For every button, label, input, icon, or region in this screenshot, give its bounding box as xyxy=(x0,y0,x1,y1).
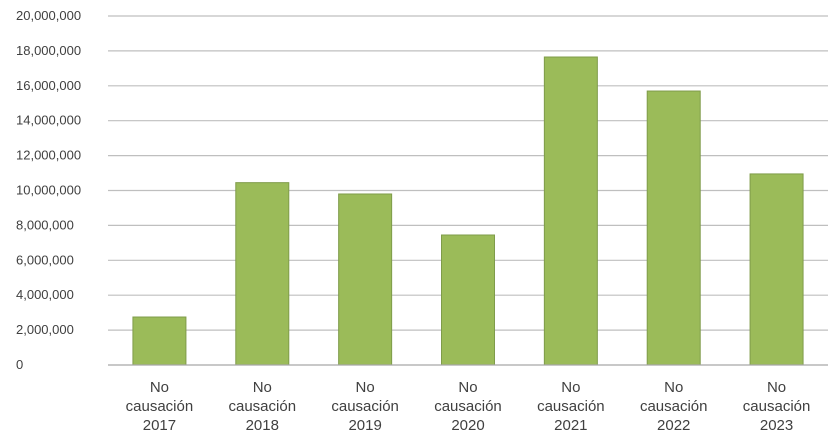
x-tick-label-line: causación xyxy=(331,398,399,415)
x-tick-label-line: No xyxy=(767,379,786,396)
x-tick-label-line: causación xyxy=(434,398,502,415)
x-tick-label-line: causación xyxy=(537,398,605,415)
x-tick-label-line: No xyxy=(150,379,169,396)
y-tick-label: 14,000,000 xyxy=(16,113,81,128)
x-tick-label-line: causación xyxy=(229,398,297,415)
y-tick-label: 2,000,000 xyxy=(16,322,74,337)
y-tick-label: 4,000,000 xyxy=(16,287,74,302)
x-tick-label: No causación 2019 xyxy=(331,379,399,434)
x-tick-label-line: 2023 xyxy=(760,417,793,434)
bar xyxy=(441,234,495,366)
x-tick-label: No causación 2018 xyxy=(229,379,297,434)
x-tick-label-line: 2017 xyxy=(143,417,176,434)
y-tick-label: 6,000,000 xyxy=(16,252,74,267)
x-tick-label: No causación 2023 xyxy=(743,379,811,434)
x-tick-label-line: causación xyxy=(743,398,811,415)
y-tick-label: 16,000,000 xyxy=(16,78,81,93)
y-tick-label: 12,000,000 xyxy=(16,148,81,163)
x-tick-label: No causación 2020 xyxy=(434,379,502,434)
bar xyxy=(338,193,393,366)
bar xyxy=(543,56,598,366)
bar xyxy=(646,90,701,366)
bars xyxy=(132,56,804,366)
gridlines xyxy=(108,15,828,331)
x-tick-label-line: No xyxy=(356,379,375,396)
x-tick-label-line: 2020 xyxy=(451,417,484,434)
y-tick-label: 20,000,000 xyxy=(16,8,81,23)
x-axis-tick-labels: No causación 2017 No causación 2018 No causació… xyxy=(126,379,811,434)
y-tick-label: 0 xyxy=(16,357,23,372)
x-tick-label-line: No xyxy=(253,379,272,396)
y-tick-label: 10,000,000 xyxy=(16,183,81,198)
x-tick-label-line: No xyxy=(664,379,683,396)
x-tick-label-line: 2018 xyxy=(246,417,279,434)
x-tick-label-line: 2022 xyxy=(657,417,690,434)
x-tick-label-line: causación xyxy=(126,398,194,415)
x-tick-label-line: 2021 xyxy=(554,417,587,434)
x-tick-label-line: No xyxy=(561,379,580,396)
bar xyxy=(132,316,187,366)
x-tick-label-line: No xyxy=(458,379,477,396)
x-tick-label: No causación 2021 xyxy=(537,379,605,434)
x-tick-label: No causación 2017 xyxy=(126,379,194,434)
bar xyxy=(235,182,290,366)
y-tick-label: 18,000,000 xyxy=(16,43,81,58)
y-tick-label: 8,000,000 xyxy=(16,217,74,232)
x-tick-label: No causación 2022 xyxy=(640,379,708,434)
x-tick-label-line: 2019 xyxy=(348,417,381,434)
y-axis-tick-labels: 0 2,000,000 4,000,000 6,000,000 8,000,000 10,… xyxy=(16,8,81,372)
bar xyxy=(749,173,804,366)
x-tick-label-line: causación xyxy=(640,398,708,415)
